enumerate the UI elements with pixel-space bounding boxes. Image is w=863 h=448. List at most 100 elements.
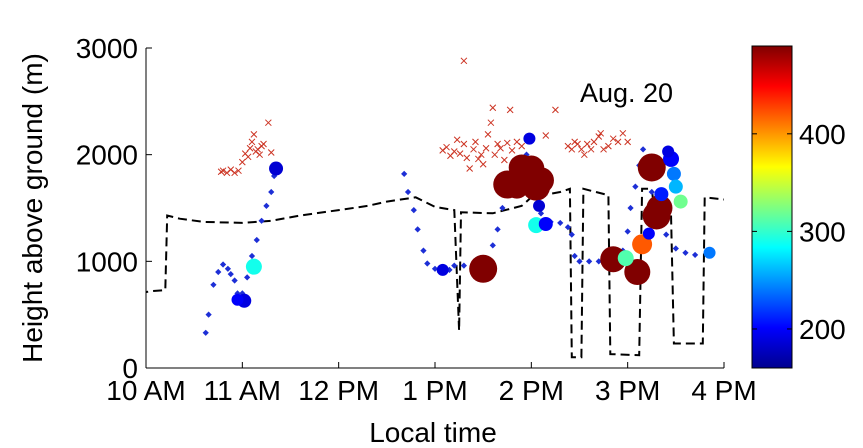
track-point (224, 265, 231, 272)
track-point (231, 277, 238, 284)
track-point (414, 226, 421, 233)
cross-point (246, 144, 254, 152)
colored-marker (642, 227, 655, 240)
cross-point (501, 156, 508, 164)
x-tick-label: 1 PM (402, 375, 467, 406)
cross-point (568, 145, 576, 153)
cross-point (260, 140, 267, 148)
track-point (258, 217, 265, 224)
x-ticks: 10 AM 11 AM 12 PM 1 PM 2 PM 3 PM 4 PM (106, 362, 757, 406)
track-point (632, 183, 639, 190)
track-point (672, 245, 679, 252)
cross-point (217, 168, 225, 176)
cross-markers (217, 57, 632, 177)
cross-point (597, 129, 605, 137)
track-point (404, 188, 412, 196)
colored-marker (654, 187, 669, 202)
track-point (489, 242, 496, 249)
track-point (410, 207, 417, 214)
cross-point (482, 144, 490, 152)
cross-point (614, 138, 622, 146)
cross-point (590, 138, 598, 146)
cross-point (605, 142, 612, 150)
cross-point (580, 151, 588, 159)
cross-point (474, 155, 482, 163)
cross-point (256, 151, 264, 159)
y-tick-label: 2000 (76, 140, 138, 171)
track-point (424, 260, 431, 267)
cross-point (244, 153, 252, 161)
track-point (401, 170, 408, 177)
cross-point (595, 133, 603, 140)
cross-point (238, 158, 246, 166)
colored-marker (538, 217, 553, 231)
cross-point (518, 142, 526, 150)
track-point (420, 247, 427, 254)
colored-marker (624, 259, 651, 285)
track-point (215, 268, 222, 276)
colored-marker (703, 246, 716, 259)
cross-point (508, 147, 516, 154)
colorbar-tick-label: 400 (799, 119, 846, 150)
colored-marker (504, 174, 529, 199)
track-point (268, 188, 275, 196)
cross-point (477, 151, 485, 159)
cross-point (219, 167, 227, 175)
x-tick-label: 3 PM (595, 375, 660, 406)
x-tick-label: 2 PM (499, 375, 564, 406)
cross-point (235, 167, 242, 175)
y-ticks: 0 1000 2000 3000 (76, 33, 152, 384)
cross-point (443, 143, 450, 151)
x-tick-label: 12 PM (298, 375, 379, 406)
cross-point (484, 131, 492, 138)
x-tick-label: 10 AM (106, 375, 185, 406)
track-point (202, 329, 209, 336)
cross-point (578, 145, 585, 153)
cross-point (624, 138, 632, 146)
track-point (639, 146, 647, 153)
x-axis-label: Local time (369, 417, 497, 448)
cross-point (487, 119, 495, 127)
cross-point (463, 154, 471, 162)
colorbar-tick-label: 300 (799, 216, 846, 247)
cross-point (479, 160, 487, 168)
track-point (691, 251, 699, 259)
cross-point (574, 140, 581, 148)
x-tick-label: 11 AM (204, 375, 281, 406)
cross-point (231, 169, 238, 177)
colored-circle-markers (231, 132, 716, 308)
track-point (248, 252, 256, 260)
track-point (205, 311, 212, 318)
colorbar-ticks: 200 300 400 (752, 119, 846, 345)
cross-point (456, 150, 464, 157)
track-point (253, 236, 260, 244)
cross-point (600, 145, 607, 153)
track-point (586, 258, 593, 265)
colored-marker (637, 153, 666, 182)
colorbar: 200 300 400 (751, 45, 846, 369)
colored-marker (245, 258, 262, 275)
track-point (627, 204, 634, 212)
colored-marker (666, 166, 681, 181)
cross-point (587, 145, 595, 153)
cross-point (506, 106, 514, 114)
track-point (227, 271, 234, 278)
colored-marker (646, 195, 673, 221)
colored-marker (668, 179, 683, 194)
colored-marker (600, 246, 627, 273)
cross-point (453, 136, 461, 144)
cross-point (619, 129, 627, 137)
colored-marker (523, 132, 536, 145)
cross-point (542, 132, 550, 139)
colored-marker (527, 167, 554, 194)
track-point (451, 262, 458, 269)
axes: 0 1000 2000 3000 10 AM 11 AM 12 PM 1 PM 2 PM 3 P… (76, 33, 757, 406)
cross-point (466, 165, 474, 172)
track-point (244, 274, 251, 281)
cross-point (248, 138, 256, 146)
x-tick-label: 4 PM (691, 375, 756, 406)
cross-point (583, 140, 591, 148)
track-point (210, 281, 217, 288)
colored-marker (436, 263, 449, 276)
y-tick-label: 0 (122, 353, 138, 384)
